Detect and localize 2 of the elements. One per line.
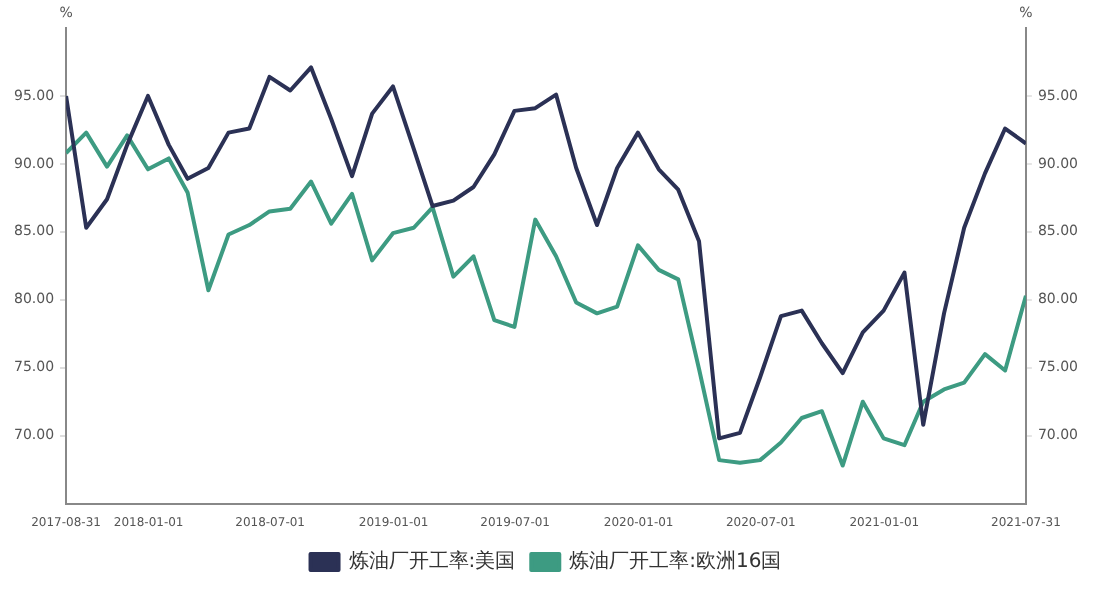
legend-label: 炼油厂开工率:欧洲16国 — [569, 549, 782, 574]
legend-label: 炼油厂开工率:美国 — [348, 549, 516, 574]
